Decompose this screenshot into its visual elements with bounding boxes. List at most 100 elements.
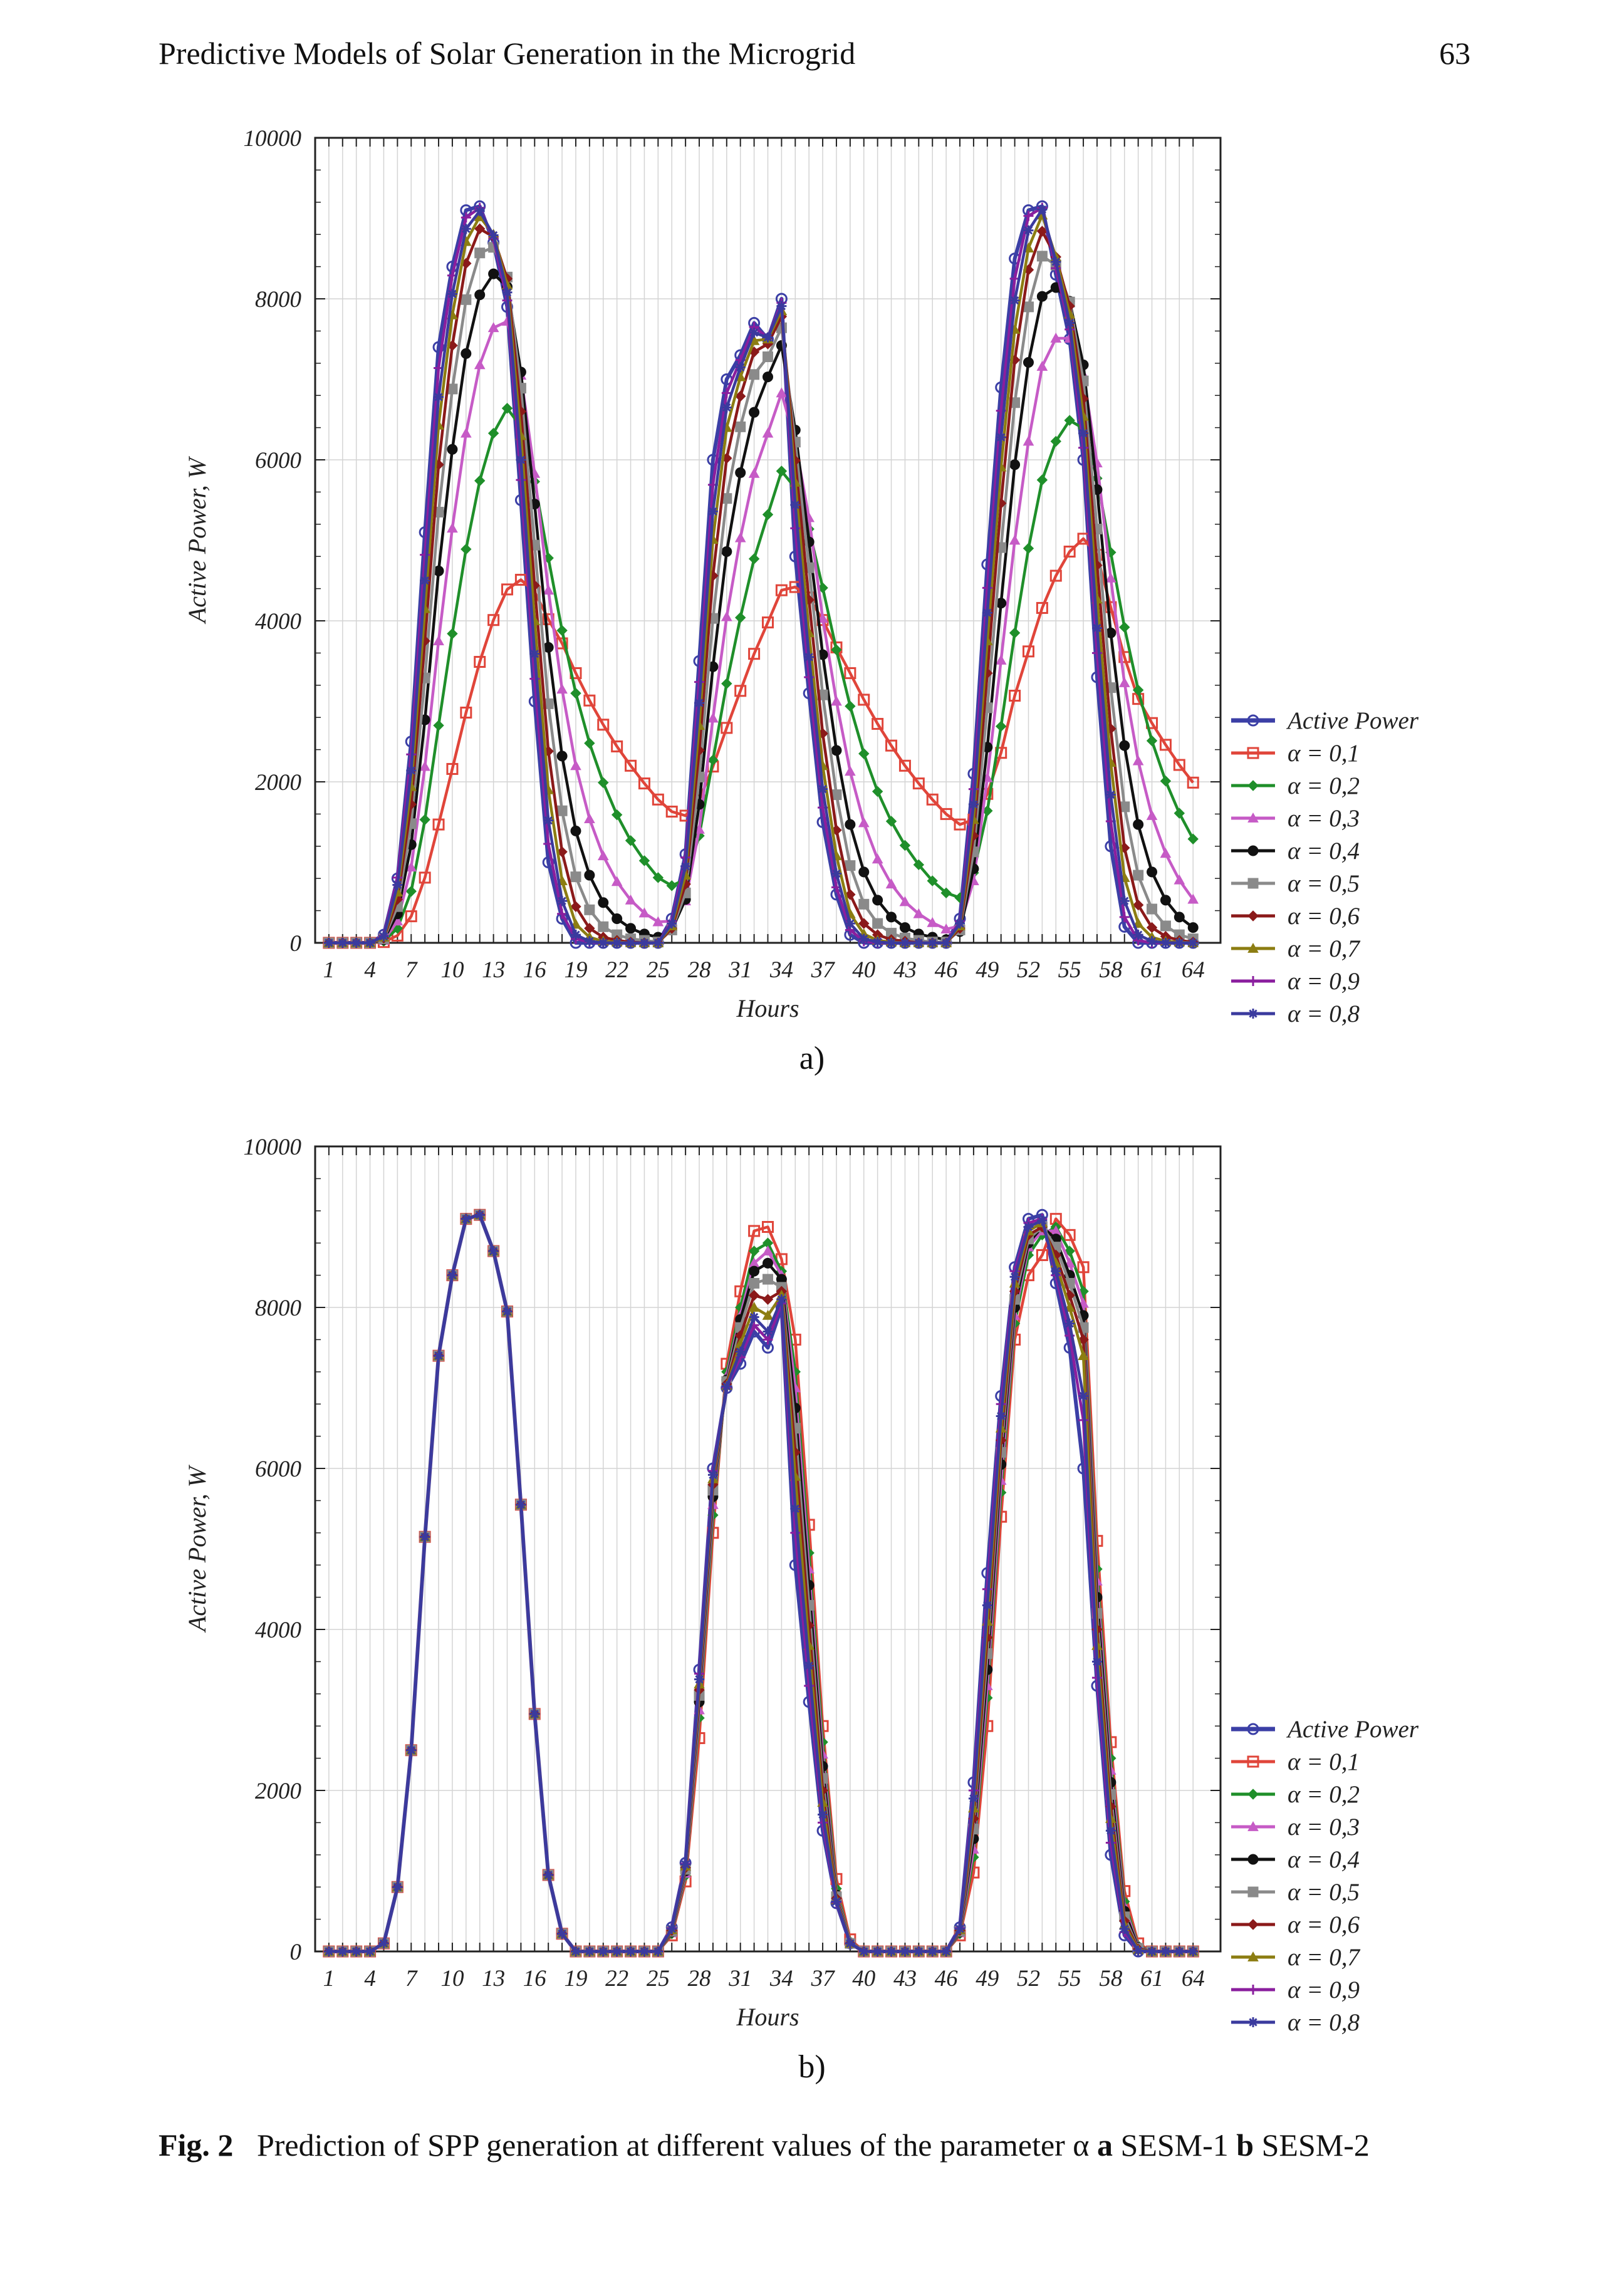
chart-a-series-alpha-0-4-point <box>858 866 870 878</box>
chart-b-legend-marker <box>1247 1723 1259 1735</box>
chart-b-series-alpha-0-4-point <box>749 1265 760 1277</box>
chart-a-series-alpha-0-8-point <box>529 648 540 659</box>
chart-b-series-alpha-0-8-point <box>968 1793 979 1804</box>
chart-b-legend-marker <box>1247 1755 1259 1768</box>
chart-a-x-tick-label: 4 <box>364 957 376 983</box>
chart-a-series-alpha-0-4-point <box>570 825 581 836</box>
chart-a-series-alpha-0-5-point <box>461 294 472 305</box>
chart-b-series-alpha-0-8-point <box>941 1946 952 1956</box>
chart-a-series-alpha-0-2-point <box>1132 684 1144 696</box>
chart-b-legend-label: α = 0,7 <box>1288 1944 1361 1971</box>
chart-a-series-alpha-0-3-point <box>447 522 458 533</box>
chart-b-series-alpha-0-7-point <box>1078 1350 1089 1360</box>
chart-b-y-tick-label: 8000 <box>255 1296 302 1321</box>
chart-a-legend-marker <box>1247 747 1259 759</box>
chart-b-series-alpha-0-8-point <box>763 1326 773 1337</box>
chart-a-series-alpha-0-2-point <box>858 748 870 759</box>
chart-a-series-alpha-0-2-point <box>1174 808 1185 819</box>
chart-a-series-alpha-0-4-point <box>831 745 842 756</box>
chart-a-series-alpha-0-8-point <box>612 938 622 948</box>
chart-a-series-alpha-0-8-point <box>1091 623 1102 633</box>
chart-b-legend-item-alpha-0-5: α = 0,5 <box>1231 1879 1360 1906</box>
chart-b-series-alpha-0-8-point <box>1009 1272 1020 1282</box>
caption-b-text: SESM-2 <box>1261 2127 1370 2163</box>
chart-b-series-alpha-0-3-point <box>762 1245 774 1255</box>
page-number: 63 <box>1439 36 1470 71</box>
chart-a-series-alpha-0-1-point <box>1009 690 1021 702</box>
chart-a-series-alpha-0-2-point <box>927 875 938 886</box>
chart-b-series-alpha-0-8-point <box>1091 1656 1102 1667</box>
chart-b-series-alpha-0-8-point <box>1037 1215 1048 1226</box>
chart-a-legend-marker <box>1248 1009 1258 1019</box>
chart-a-series-alpha-0-8-point <box>900 938 910 948</box>
chart-a-series-alpha-0-8-point <box>721 402 732 413</box>
chart-a-series-alpha-0-2-point <box>899 839 911 851</box>
chart-b-legend-marker <box>1248 1985 1258 1995</box>
chart-a-x-tick-label: 16 <box>523 957 547 983</box>
caption-part-a: a <box>1097 2127 1113 2163</box>
chart-a-legend-item-alpha-0-5: α = 0,5 <box>1231 870 1360 897</box>
chart-a-series-alpha-0-2-point <box>433 720 444 731</box>
chart-a-series-alpha-0-1-point <box>844 667 856 680</box>
chart-a-series-alpha-0-2-point <box>501 403 513 414</box>
chart-a-series-alpha-0-1-point <box>405 910 417 923</box>
chart-a-series-alpha-0-2-point <box>461 543 472 555</box>
chart-a-series-alpha-0-4-point <box>735 467 746 479</box>
chart-b-series-alpha-0-8-point <box>982 1600 992 1611</box>
caption-label: Fig. 2 <box>159 2127 234 2163</box>
chart-a-series-alpha-0-8-point <box>474 205 485 216</box>
chart-a-series-alpha-0-9-point <box>721 388 732 398</box>
chart-b-y-tick-label: 2000 <box>255 1779 302 1804</box>
chart-b-series-alpha-0-8-point <box>927 1946 938 1956</box>
chart-a-series-alpha-0-2-point <box>1050 435 1061 447</box>
chart-b-series-alpha-0-8-point <box>1064 1318 1075 1329</box>
chart-a-series-alpha-0-5-point <box>1147 903 1158 915</box>
chart-b-x-tick-label: 19 <box>564 1966 587 1992</box>
chart-b-series-alpha-0-8-point <box>529 1708 540 1719</box>
chart-b-series-alpha-0-1-point <box>762 1221 774 1233</box>
chart-a-series-alpha-0-1-point <box>474 656 486 668</box>
chart-a-series-alpha-0-2-point <box>652 872 664 883</box>
chart-b-series-alpha-0-8-point <box>392 1882 403 1893</box>
chart-a-series-alpha-0-3-point <box>638 907 650 918</box>
chart-a-series-alpha-0-4-point <box>749 407 760 418</box>
chart-a-series-alpha-0-1-point <box>501 583 514 596</box>
chart-b-series-alpha-0-4-point <box>763 1257 773 1269</box>
chart-a-series-alpha-0-4-point <box>1119 740 1130 751</box>
chart-a-series-alpha-0-1-point <box>652 793 664 806</box>
chart-a-series-alpha-0-1-point <box>721 722 733 734</box>
chart-a-series-alpha-0-3-point <box>721 611 732 621</box>
chart-b-series-alpha-0-8-point <box>351 1946 362 1956</box>
chart-a-series-alpha-0-3-point <box>899 896 911 906</box>
chart-b-series-alpha-0-8-point <box>516 1499 526 1510</box>
chart-a-series-alpha-0-3-point <box>460 427 472 438</box>
chart-a-series-alpha-0-2-point <box>707 754 719 766</box>
chart-a-series-alpha-0-1-line <box>328 537 1194 945</box>
chart-a-series-alpha-0-8-point <box>584 936 595 947</box>
chart-b-legend-item-alpha-0-4: α = 0,4 <box>1231 1846 1360 1873</box>
chart-a-series-alpha-0-8-point <box>461 224 471 234</box>
chart-a-series-alpha-0-1-point <box>446 762 459 775</box>
chart-b-legend-item-alpha-0-3: α = 0,3 <box>1231 1814 1360 1841</box>
chart-b-legend-marker <box>1248 2017 1258 2027</box>
chart-a-series-alpha-0-1-point <box>638 777 650 790</box>
chart-b-legend-label: α = 0,6 <box>1288 1911 1360 1938</box>
chart-a-series-alpha-0-2-point <box>447 628 458 640</box>
chart-b-legend-marker <box>1247 1789 1259 1800</box>
chart-b-series-alpha-0-8-point <box>790 1504 801 1514</box>
chart-a-legend-label: α = 0,6 <box>1288 903 1360 930</box>
chart-b-series-alpha-0-8-point <box>1105 1826 1116 1836</box>
chart-a-series-alpha-0-8-point <box>790 499 801 510</box>
chart-b-x-tick-label: 43 <box>893 1966 917 1992</box>
chart-a-series-alpha-0-2-point <box>1009 627 1021 638</box>
chart-a-series-alpha-0-4-point <box>1174 912 1185 923</box>
chart-a-series-alpha-0-8-point <box>516 455 526 465</box>
chart-a-x-tick-label: 7 <box>405 957 418 983</box>
chart-a-series-alpha-0-1-point <box>432 818 445 831</box>
chart-a-series-alpha-0-8-point <box>1174 938 1185 948</box>
chart-a-x-tick-label: 31 <box>728 957 752 983</box>
chart-b-series-alpha-0-5-point <box>763 1274 773 1285</box>
chart-a-series-alpha-0-8-point <box>680 861 691 871</box>
chart-b-x-tick-label: 13 <box>482 1966 505 1992</box>
chart-b-series-alpha-0-6-point <box>748 1290 760 1301</box>
